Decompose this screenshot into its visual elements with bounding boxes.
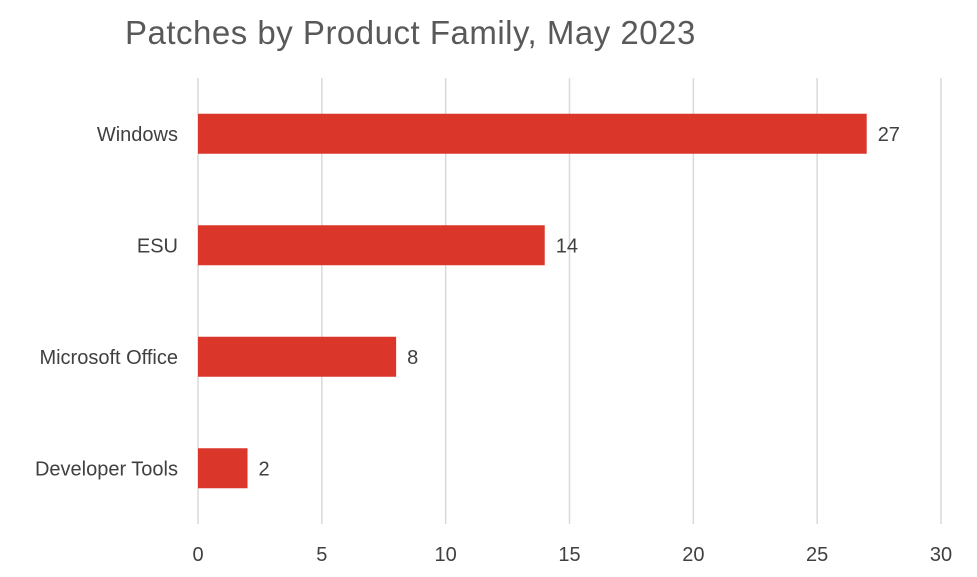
chart-title: Patches by Product Family, May 2023 — [125, 14, 696, 51]
bar-1 — [198, 225, 545, 266]
category-label-2: Microsoft Office — [39, 347, 178, 369]
x-tick-label-4: 20 — [682, 544, 704, 566]
data-label-3: 2 — [259, 458, 270, 480]
x-tick-label-1: 5 — [316, 544, 327, 566]
bar-2 — [198, 336, 397, 377]
category-label-3: Developer Tools — [35, 458, 178, 480]
x-tick-label-0: 0 — [192, 544, 203, 566]
x-tick-label-2: 10 — [435, 544, 457, 566]
category-label-1: ESU — [137, 235, 178, 257]
data-label-2: 8 — [407, 347, 418, 369]
x-tick-label-3: 15 — [558, 544, 580, 566]
bar-0 — [198, 113, 867, 154]
data-label-0: 27 — [878, 124, 900, 146]
x-tick-label-5: 25 — [806, 544, 828, 566]
bar-3 — [198, 448, 248, 489]
data-label-1: 14 — [556, 235, 578, 257]
category-label-0: Windows — [97, 124, 178, 146]
x-tick-label-6: 30 — [930, 544, 952, 566]
